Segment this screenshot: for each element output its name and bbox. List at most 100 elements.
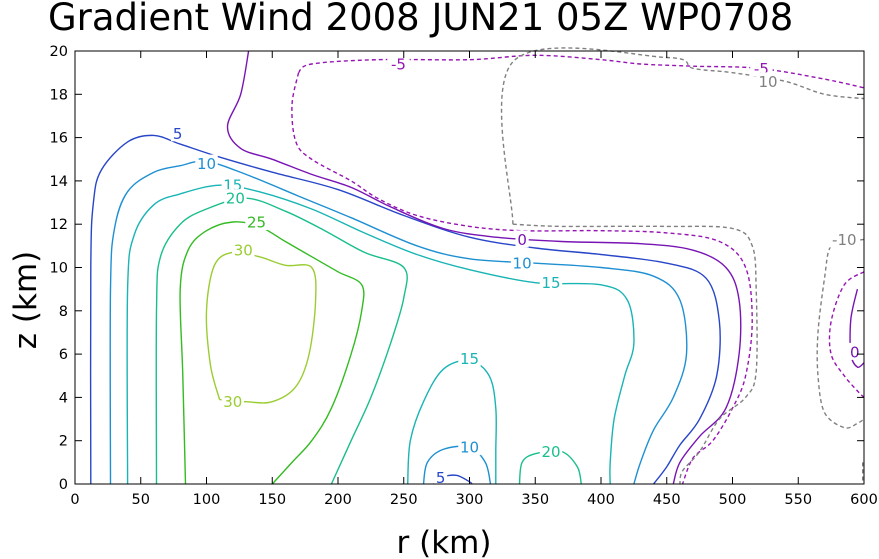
contour-label-text: 30 xyxy=(223,393,242,411)
y-tick-label-6: 12 xyxy=(50,217,68,233)
contour-line-level-15-4 xyxy=(126,184,635,485)
contour-label-bg xyxy=(434,468,448,486)
contour-label-text: -5 xyxy=(391,56,406,74)
contour-label-text: 10 xyxy=(758,73,777,91)
contour-line-level-neg5-12 xyxy=(291,72,753,485)
contour-label-bg xyxy=(195,154,218,172)
contour-label-bg xyxy=(756,72,780,90)
contour-label-1: 10 xyxy=(195,154,218,173)
contour-label-8: 10 xyxy=(510,254,534,273)
contour-label-bg xyxy=(458,349,481,367)
x-axis-label: r (km) xyxy=(397,525,492,559)
y-tick-label-10: 20 xyxy=(50,44,68,60)
contour-label-text: 5 xyxy=(173,125,183,143)
y-tick-label-0: 0 xyxy=(59,477,68,493)
contour-line-level-10-3 xyxy=(422,445,492,485)
contour-label-bg xyxy=(221,176,244,194)
contour-line-level-0-10 xyxy=(226,50,742,485)
contour-line-level-neg5-14 xyxy=(828,271,865,398)
x-tick-label-3: 150 xyxy=(258,492,286,508)
y-tick-label-4: 8 xyxy=(59,304,68,320)
contour-label-bg xyxy=(171,124,185,142)
contour-label-bg xyxy=(232,241,255,259)
x-tick-label-4: 200 xyxy=(324,492,352,508)
contour-label-text: 5 xyxy=(436,469,446,487)
contour-label-12: 5 xyxy=(434,468,448,487)
x-tick-label-1: 50 xyxy=(132,492,150,508)
contour-label-text: 25 xyxy=(247,214,266,232)
contour-label-16: 10 xyxy=(756,72,780,91)
x-tick-label-5: 250 xyxy=(390,492,418,508)
contour-label-bg xyxy=(750,59,773,77)
contour-label-text: 20 xyxy=(541,443,560,461)
contour-label-text: 10 xyxy=(460,439,479,457)
y-tick-label-9: 18 xyxy=(50,87,68,103)
contour-line-level-20-6 xyxy=(155,197,408,485)
contour-label-bg xyxy=(221,392,244,410)
contour-label-text: 30 xyxy=(234,242,253,260)
chart-title: Gradient Wind 2008 JUN21 05Z WP0708 xyxy=(48,0,793,39)
contour-label-text: 15 xyxy=(460,350,479,368)
y-tick-label-8: 16 xyxy=(50,131,68,147)
x-tick-label-0: 0 xyxy=(70,492,79,508)
contour-label-text: 10 xyxy=(197,155,216,173)
contour-line-level-30-9 xyxy=(205,251,317,404)
x-tick-label-7: 350 xyxy=(521,492,549,508)
contour-label-11: 10 xyxy=(458,438,481,457)
contour-label-text: 10 xyxy=(513,255,532,273)
contour-label-text: 0 xyxy=(850,343,860,361)
contour-label-bg xyxy=(828,230,861,248)
contour-label-bg xyxy=(224,189,247,207)
contour-line-level-neg10-17 xyxy=(816,238,865,429)
contour-label-bg xyxy=(510,254,534,272)
contour-label-4: 25 xyxy=(245,213,268,232)
contour-label-13: 20 xyxy=(539,442,563,461)
contour-label-0: 5 xyxy=(171,124,185,143)
contour-label-bg xyxy=(539,273,563,291)
contour-label-text: 15 xyxy=(541,274,560,292)
contour-label-bg xyxy=(458,438,481,456)
contour-label-6: 30 xyxy=(221,392,244,411)
y-tick-label-2: 4 xyxy=(59,390,68,406)
contour-label-3: 20 xyxy=(224,189,247,208)
contour-label-9: 15 xyxy=(539,273,563,292)
contour-label-bg xyxy=(515,230,529,248)
x-tick-label-11: 550 xyxy=(784,492,812,508)
contour-line-level-neg10-15 xyxy=(500,47,865,225)
y-axis-ticks: 0 2 4 6 8 10 12 14 16 18 20 xyxy=(50,44,864,493)
contour-line-level-neg10-16 xyxy=(512,223,758,485)
contour-line-level-5-0 xyxy=(89,134,721,485)
contour-label-7: 0 xyxy=(515,230,529,249)
contour-label-text: -10 xyxy=(832,231,857,249)
x-tick-label-6: 300 xyxy=(456,492,484,508)
contour-line-level-neg5-11 xyxy=(297,54,865,89)
x-tick-label-12: 600 xyxy=(850,492,878,508)
contour-line-level-25-8 xyxy=(179,221,365,485)
contour-label-5: 30 xyxy=(232,241,255,260)
x-tick-label-8: 400 xyxy=(587,492,615,508)
contour-label-bg xyxy=(848,342,862,360)
y-tick-label-1: 2 xyxy=(59,434,68,450)
x-axis-ticks: 0 50 100 150 200 250 300 350 400 450 500 550 600 xyxy=(70,51,878,508)
contour-label-text: 0 xyxy=(517,231,527,249)
contour-line-level-15-5 xyxy=(407,359,497,485)
contour-label-18: 0 xyxy=(848,342,862,361)
contour-label-bg xyxy=(539,442,563,460)
y-tick-label-5: 10 xyxy=(50,261,68,277)
contour-label-14: -5 xyxy=(387,55,410,74)
contour-label-17: -10 xyxy=(828,230,861,249)
x-tick-label-9: 450 xyxy=(653,492,681,508)
x-tick-label-2: 100 xyxy=(193,492,221,508)
contour-label-bg xyxy=(245,213,268,230)
contour-label-text: 20 xyxy=(226,190,245,208)
contour-label-bg xyxy=(387,55,410,72)
contour-lines xyxy=(89,47,865,485)
contour-label-10: 15 xyxy=(458,349,481,368)
y-axis-label: z (km) xyxy=(8,251,44,349)
contour-line-level-10-2 xyxy=(109,160,688,485)
x-tick-label-10: 500 xyxy=(719,492,747,508)
y-tick-label-3: 6 xyxy=(59,347,68,363)
y-tick-label-7: 14 xyxy=(50,174,68,190)
